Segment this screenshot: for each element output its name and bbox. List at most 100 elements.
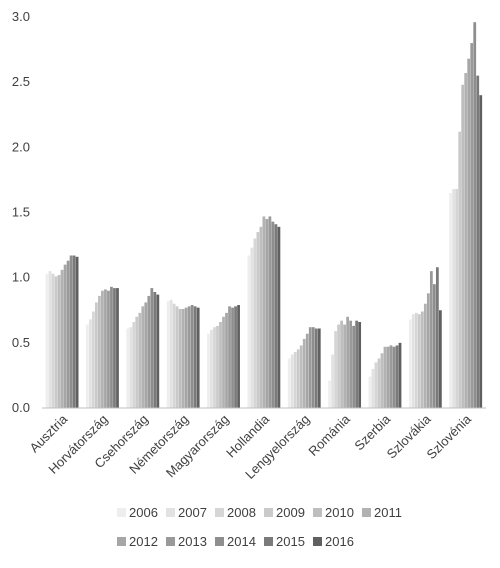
x-tick-label: Szlovénia <box>423 411 474 462</box>
y-tick-label: 0.5 <box>12 335 30 350</box>
bar-2012 <box>305 333 309 408</box>
bar-2006 <box>207 333 210 408</box>
bar-2006 <box>449 192 453 408</box>
bar-2016 <box>196 307 200 408</box>
bar-2007 <box>331 354 334 408</box>
legend-label: 2015 <box>276 534 305 549</box>
bar-2010 <box>340 320 343 408</box>
bar-2015 <box>113 288 116 408</box>
bar-2013 <box>389 345 393 408</box>
bar-2011 <box>181 308 185 408</box>
legend-swatch <box>117 508 126 517</box>
bar-2013 <box>228 306 231 408</box>
bar-2015 <box>274 224 278 408</box>
bar-2011 <box>383 346 387 408</box>
bar-2014 <box>110 286 113 408</box>
bar-2011 <box>423 303 427 408</box>
bar-2009 <box>95 302 98 408</box>
legend-label: 2012 <box>129 534 158 549</box>
legend-swatch <box>264 508 273 517</box>
legend-swatch <box>313 537 322 546</box>
bar-2012 <box>144 302 148 408</box>
bar-2008 <box>172 303 176 408</box>
x-axis: AusztriaHorvátországCsehországNémetorszá… <box>26 407 486 482</box>
bar-2015 <box>476 75 480 409</box>
bars-group <box>45 22 483 409</box>
bar-2008 <box>455 189 459 408</box>
bar-2011 <box>302 338 306 408</box>
bar-2009 <box>337 324 340 408</box>
bar-2009 <box>256 232 260 408</box>
legend-label: 2007 <box>178 505 207 520</box>
bar-2012 <box>184 307 188 408</box>
bar-2010 <box>57 275 61 408</box>
bar-2006 <box>408 319 412 408</box>
bar-2014 <box>69 255 73 408</box>
legend-swatch <box>166 508 175 517</box>
bar-2013 <box>470 43 474 408</box>
bar-2010 <box>420 311 424 408</box>
bar-2012 <box>467 58 471 409</box>
bar-2012 <box>346 316 349 408</box>
legend-label: 2009 <box>276 505 305 520</box>
bar-2015 <box>395 345 399 408</box>
bar-2016 <box>75 256 79 408</box>
bar-2014 <box>150 288 154 408</box>
bar-2006 <box>45 273 49 408</box>
bar-2013 <box>66 260 70 408</box>
legend-label: 2008 <box>227 505 256 520</box>
legend-swatch <box>215 537 224 546</box>
legend-swatch <box>313 508 322 517</box>
bar-2016 <box>398 342 402 408</box>
legend: 2006 2007 2008 2009 2010 2011 2012 2013 2014 2015… <box>117 505 402 549</box>
bar-2010 <box>380 353 384 408</box>
bar-2012 <box>386 346 390 408</box>
bar-2010 <box>178 308 182 408</box>
bar-2011 <box>101 290 104 408</box>
bar-2007 <box>129 327 133 408</box>
legend-label: 2016 <box>325 534 354 549</box>
bar-2009 <box>216 325 219 408</box>
bar-2007 <box>452 189 456 408</box>
bar-2007 <box>371 368 375 408</box>
bar-2010 <box>461 84 465 409</box>
bar-2007 <box>89 319 92 408</box>
bar-2008 <box>293 351 297 408</box>
bar-2011 <box>464 73 468 408</box>
bar-2012 <box>426 293 430 408</box>
bar-2008 <box>414 312 418 408</box>
bar-2009 <box>417 314 421 408</box>
bar-2009 <box>377 358 381 408</box>
legend-label: 2006 <box>129 505 158 520</box>
bar-2007 <box>290 354 294 408</box>
bar-2006 <box>166 301 170 408</box>
bar-2016 <box>237 305 240 408</box>
bar-2011 <box>60 269 64 408</box>
bar-2006 <box>368 376 372 408</box>
bar-2008 <box>92 311 95 408</box>
legend-swatch <box>215 508 224 517</box>
bar-2012 <box>63 264 67 408</box>
bar-2008 <box>334 331 337 408</box>
legend-swatch <box>264 537 273 546</box>
bar-2008 <box>253 238 257 408</box>
bar-2007 <box>411 314 415 408</box>
bar-2008 <box>213 327 216 408</box>
y-tick-label: 3.0 <box>12 9 30 24</box>
bar-2008 <box>132 321 136 408</box>
legend-label: 2011 <box>374 505 402 520</box>
legend-label: 2010 <box>325 505 354 520</box>
legend-swatch <box>166 537 175 546</box>
bar-2006 <box>86 324 89 408</box>
bar-2014 <box>271 221 275 408</box>
bar-2016 <box>479 95 483 408</box>
bar-2016 <box>438 310 442 408</box>
bar-2010 <box>98 295 101 408</box>
bar-2009 <box>458 131 462 408</box>
y-tick-label: 0.0 <box>12 400 30 415</box>
bar-2015 <box>355 320 359 408</box>
bar-2011 <box>141 306 145 408</box>
bar-2013 <box>308 327 312 408</box>
